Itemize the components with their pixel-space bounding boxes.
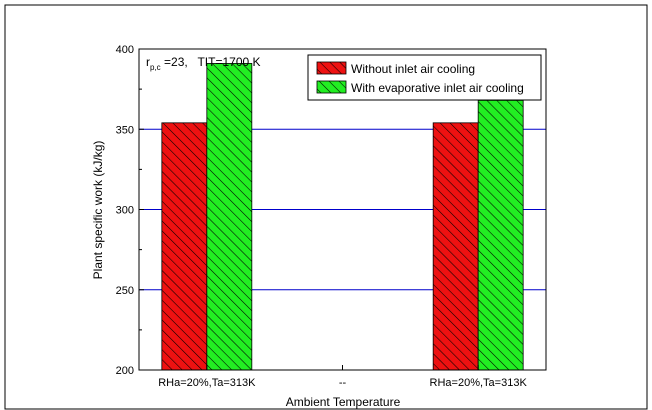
y-axis: 200 250 300 350 400 bbox=[116, 44, 144, 377]
legend: Without inlet air cooling With evaporati… bbox=[307, 54, 542, 101]
figure-border bbox=[4, 4, 648, 410]
y-tick-label-400: 400 bbox=[116, 44, 134, 56]
x-tick-label-0: RHa=20%,Ta=313K bbox=[158, 377, 256, 389]
y-tick-label-200: 200 bbox=[116, 365, 134, 377]
y-tick-label-250: 250 bbox=[116, 285, 134, 297]
y-tick-label-300: 300 bbox=[116, 205, 134, 217]
y-tick-label-350: 350 bbox=[116, 124, 134, 136]
legend-label-without-cooling: Without inlet air cooling bbox=[351, 62, 475, 76]
bar-hatch-series-1-cat-2 bbox=[478, 100, 524, 371]
x-tick-label-1: -- bbox=[339, 377, 347, 389]
x-axis: RHa=20%,Ta=313K -- RHa=20%,Ta=313K bbox=[158, 365, 527, 389]
bar-hatch-series-1-cat-0 bbox=[206, 63, 252, 370]
annotation: rp,c =23, TIT=1700 K bbox=[146, 55, 261, 72]
x-tick-label-2: RHa=20%,Ta=313K bbox=[430, 377, 528, 389]
bars bbox=[161, 63, 524, 371]
bar-hatch-series-0-cat-0 bbox=[161, 122, 207, 370]
legend-swatch-without-cooling-hatch bbox=[317, 62, 346, 74]
x-axis-label: Ambient Temperature bbox=[286, 395, 401, 409]
legend-label-with-cooling: With evaporative inlet air cooling bbox=[351, 81, 524, 95]
y-axis-label: Plant specific work (kJ/kg) bbox=[91, 141, 105, 280]
bar-hatch-series-0-cat-2 bbox=[433, 122, 479, 370]
legend-box bbox=[307, 54, 542, 101]
legend-swatch-with-cooling-hatch bbox=[317, 81, 346, 93]
